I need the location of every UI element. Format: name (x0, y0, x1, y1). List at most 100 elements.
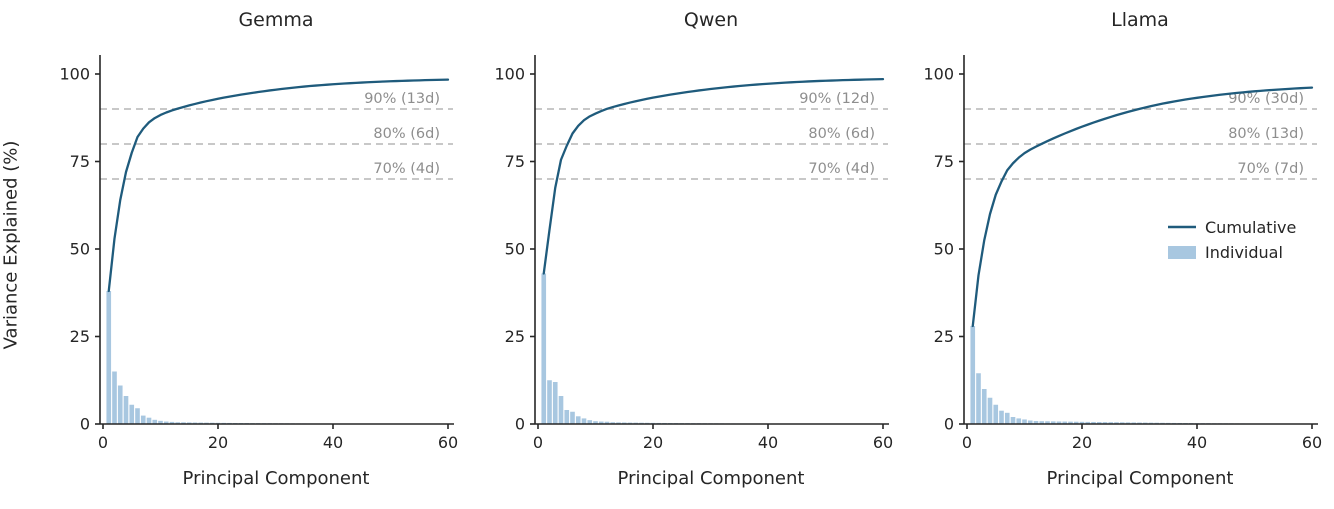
individual-bar (970, 326, 976, 424)
y-tick-label: 75 (934, 152, 954, 171)
y-tick-label: 100 (494, 65, 525, 84)
threshold-annotation-70: 70% (7d) (1237, 161, 1304, 177)
cumulative-line (971, 86, 1314, 328)
individual-bar (1073, 421, 1079, 424)
threshold-annotation-90: 90% (30d) (1228, 91, 1304, 107)
individual-bar (541, 273, 547, 424)
x-axis-label-llama: Principal Component (1046, 468, 1234, 489)
x-tick-label: 40 (1187, 433, 1207, 452)
panel-title-qwen: Qwen (683, 9, 739, 31)
y-tick-label: 0 (515, 415, 525, 434)
individual-bar (1056, 421, 1062, 424)
individual-bar (547, 380, 552, 424)
legend-label-individual: Individual (1205, 243, 1283, 262)
panel-title-gemma: Gemma (238, 9, 314, 31)
y-tick-label: 75 (70, 152, 90, 171)
threshold-annotation-70: 70% (4d) (373, 161, 440, 177)
x-tick-label: 0 (533, 433, 543, 452)
individual-bar (1108, 422, 1114, 424)
individual-bar (169, 421, 175, 424)
legend-patch-swatch (1168, 246, 1196, 259)
individual-bar (1033, 421, 1039, 424)
individual-bar (1004, 412, 1010, 424)
threshold-annotation-70: 70% (4d) (808, 161, 875, 177)
y-tick-label: 50 (70, 240, 90, 259)
x-tick-label: 60 (1302, 433, 1322, 452)
individual-bar (129, 404, 135, 424)
x-tick-label: 60 (438, 433, 458, 452)
threshold-annotation-80: 80% (6d) (808, 126, 875, 142)
threshold-annotation-90: 90% (12d) (799, 91, 875, 107)
individual-bar (146, 417, 152, 424)
y-tick-label: 25 (70, 327, 90, 346)
individual-bar (1085, 421, 1091, 424)
individual-bar (598, 421, 604, 424)
individual-bar (181, 422, 186, 424)
individual-bar (570, 411, 575, 424)
threshold-annotation-80: 80% (6d) (373, 126, 440, 142)
individual-bar (1091, 421, 1096, 424)
x-tick-label: 0 (98, 433, 108, 452)
x-tick-label: 20 (1072, 433, 1092, 452)
individual-bar (581, 418, 587, 424)
individual-bar (558, 396, 564, 424)
y-tick-label: 50 (934, 240, 954, 259)
individual-bar (1022, 419, 1027, 424)
legend: Cumulative Individual (1168, 218, 1296, 262)
individual-bar (587, 420, 593, 424)
individual-bar (1125, 422, 1131, 424)
individual-bar (1068, 421, 1073, 424)
x-tick-label: 40 (758, 433, 778, 452)
threshold-annotation-90: 90% (13d) (364, 91, 440, 107)
individual-bar (117, 385, 123, 424)
individual-bar (152, 419, 158, 424)
individual-bar (552, 382, 558, 424)
individual-bar (1102, 422, 1108, 424)
legend-label-cumulative: Cumulative (1205, 218, 1296, 237)
x-tick-label: 0 (962, 433, 972, 452)
y-tick-label: 75 (505, 152, 525, 171)
individual-bar (1096, 422, 1102, 424)
cumulative-line (542, 77, 885, 275)
x-tick-label: 20 (208, 433, 228, 452)
x-tick-label: 20 (643, 433, 663, 452)
individual-bar (135, 408, 140, 424)
individual-bar (163, 421, 169, 424)
individual-bar (1016, 418, 1022, 424)
individual-bar (175, 422, 181, 424)
individual-bar (1039, 421, 1045, 424)
individual-bar (106, 291, 112, 424)
individual-bar (1062, 421, 1068, 424)
y-tick-label: 100 (59, 65, 90, 84)
individual-bar (999, 410, 1004, 424)
individual-bar (112, 371, 117, 424)
panel-llama: 90% (30d) 80% (13d) 70% (7d) 0 25 50 75 100 0 20 4… (923, 55, 1322, 452)
individual-bar (1114, 422, 1119, 424)
individual-bar (158, 420, 163, 424)
individual-bar (1027, 420, 1033, 424)
y-tick-label: 0 (944, 415, 954, 434)
x-tick-label: 40 (323, 433, 343, 452)
individual-bar (616, 422, 621, 424)
y-tick-label: 25 (505, 327, 525, 346)
x-axis-label-gemma: Principal Component (182, 468, 370, 489)
individual-bar (1045, 421, 1050, 424)
individual-bar (610, 422, 616, 424)
x-tick-label: 60 (873, 433, 893, 452)
individual-bars (970, 326, 1315, 424)
individual-bar (1079, 421, 1085, 424)
individual-bar (1050, 421, 1056, 424)
y-tick-label: 50 (505, 240, 525, 259)
panel-title-llama: Llama (1111, 9, 1169, 31)
individual-bar (987, 397, 993, 424)
panel-qwen: 90% (12d) 80% (6d) 70% (4d) 0 25 50 75 100 0 20 40… (494, 55, 893, 452)
x-axis-label-qwen: Principal Component (617, 468, 805, 489)
individual-bar (976, 373, 981, 424)
individual-bar (1010, 417, 1016, 424)
individual-bars (106, 291, 451, 424)
individual-bar (140, 415, 146, 424)
y-tick-label: 0 (80, 415, 90, 434)
individual-bar (123, 396, 129, 424)
